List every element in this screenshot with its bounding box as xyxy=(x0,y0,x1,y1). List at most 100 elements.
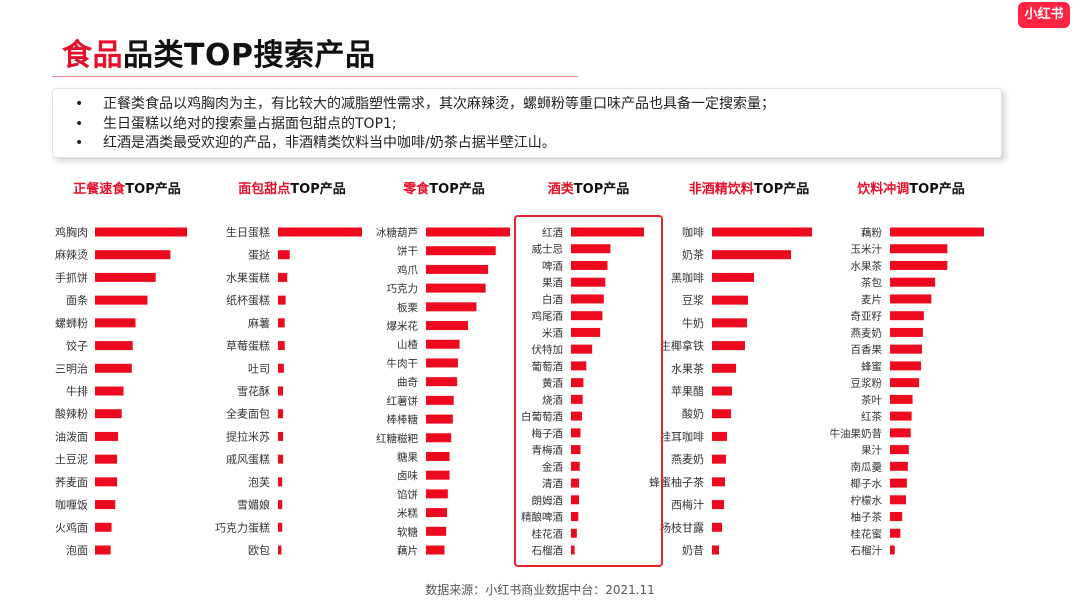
category-label: 黑咖啡 xyxy=(671,270,704,284)
category-label: 油泼面 xyxy=(55,429,88,443)
bar xyxy=(278,545,282,555)
bar xyxy=(571,311,603,321)
category-label: 棒棒糖 xyxy=(387,413,419,426)
bar xyxy=(426,227,510,237)
chart-title-highlight: 非酒精饮料 xyxy=(688,182,754,197)
category-label: 巧克力蛋糕 xyxy=(215,520,270,534)
bar xyxy=(571,227,644,237)
bar xyxy=(890,260,948,270)
bar xyxy=(571,445,581,455)
bar xyxy=(712,272,754,282)
category-label: 红茶 xyxy=(861,410,882,423)
summary-box: 正餐类食品以鸡胸肉为主，有比较大的减脂塑性需求，其次麻辣烫，螺蛳粉等重口味产品也… xyxy=(52,88,1002,158)
bar xyxy=(571,478,580,488)
chart-non-alcoholic: 非酒精饮料TOP产品 咖啡 奶茶 黑咖啡 豆浆 牛奶 生椰拿铁 水果茶 苹果醋 酸奶 挂耳咖啡 燕麦… xyxy=(649,172,836,572)
bar xyxy=(278,431,284,441)
bar xyxy=(712,341,745,351)
bar xyxy=(890,344,922,354)
category-label: 豆浆粉 xyxy=(851,377,883,390)
bar xyxy=(426,358,458,368)
bar xyxy=(890,227,984,237)
bar-chart-svg: 藕粉玉米汁水果茶茶包麦片奇亚籽燕麦奶百香果蜂蜜豆浆粉茶叶红茶牛油果奶昔果汁南瓜羹… xyxy=(830,226,984,557)
bar xyxy=(95,431,118,441)
category-label: 牛排 xyxy=(66,384,88,398)
bar xyxy=(95,386,124,396)
bar xyxy=(712,545,719,555)
category-label: 红酒 xyxy=(542,226,563,239)
bar xyxy=(890,428,911,438)
bar xyxy=(890,361,922,371)
bar xyxy=(571,327,601,337)
bar xyxy=(95,272,156,282)
bar xyxy=(95,295,148,305)
bar xyxy=(95,227,187,237)
category-label: 藕粉 xyxy=(861,226,882,239)
category-label: 茶包 xyxy=(861,276,882,289)
category-label: 水果茶 xyxy=(851,259,883,272)
category-label: 果酒 xyxy=(542,276,563,289)
category-label: 山楂 xyxy=(397,338,418,351)
category-label: 雪花酥 xyxy=(237,385,270,398)
bar xyxy=(571,512,579,522)
category-label: 面条 xyxy=(66,293,88,307)
bar xyxy=(890,461,908,471)
category-label: 牛肉干 xyxy=(387,357,419,370)
category-label: 奶茶 xyxy=(682,248,704,262)
bar xyxy=(426,246,496,256)
category-label: 鸡爪 xyxy=(397,263,418,276)
category-label: 馅饼 xyxy=(397,488,418,501)
category-label: 桂花蜜 xyxy=(851,527,883,540)
bar xyxy=(426,545,445,555)
bar xyxy=(712,295,748,305)
bar xyxy=(890,378,920,388)
category-label: 烧酒 xyxy=(542,393,563,406)
category-label: 火鸡面 xyxy=(55,520,88,534)
category-label: 欧包 xyxy=(248,544,270,557)
category-label: 燕麦奶 xyxy=(671,452,704,466)
bar xyxy=(278,522,283,532)
bar xyxy=(571,294,604,304)
chart-snacks: 零食TOP产品 冰糖葫芦 饼干 鸡爪 巧克力 板栗 爆米花 山楂 牛肉干 曲奇 红薯饼 棒棒糖 红糖糍… xyxy=(370,172,518,572)
bar xyxy=(426,470,450,480)
category-label: 三明治 xyxy=(55,361,88,375)
category-label: 挂耳咖啡 xyxy=(660,429,704,443)
chart-title-suffix: TOP产品 xyxy=(753,182,810,197)
bar-chart-svg: 冰糖葫芦饼干鸡爪巧克力板栗爆米花山楂牛肉干曲奇红薯饼棒棒糖红糖糍粑糖果卤味馅饼米… xyxy=(376,226,510,557)
category-label: 米糕 xyxy=(397,507,418,520)
bar xyxy=(712,500,724,510)
category-label: 果汁 xyxy=(861,444,882,457)
category-label: 麦片 xyxy=(861,293,882,306)
bar xyxy=(712,454,726,464)
category-label: 生椰拿铁 xyxy=(660,339,704,353)
bar xyxy=(278,341,285,351)
category-label: 冰糖葫芦 xyxy=(376,226,418,239)
chart-title-suffix: TOP产品 xyxy=(290,182,346,197)
bar xyxy=(712,477,725,487)
bar xyxy=(571,411,582,421)
bar xyxy=(712,227,812,237)
chart-title-suffix: TOP产品 xyxy=(429,182,485,197)
bar-chart-svg: 生日蛋糕蛋挞水果蛋糕纸杯蛋糕麻薯草莓蛋糕吐司雪花酥全麦面包提拉米苏戚风蛋糕泡芙雪… xyxy=(215,225,362,557)
bar xyxy=(890,411,912,421)
category-label: 百香果 xyxy=(851,344,883,356)
category-label: 茶叶 xyxy=(861,393,882,406)
bar xyxy=(712,431,727,441)
bar xyxy=(278,454,284,464)
category-label: 雪媚娘 xyxy=(237,498,270,512)
bar xyxy=(890,478,907,488)
chart-title: 非酒精饮料TOP产品 xyxy=(662,178,836,197)
category-label: 草莓蛋糕 xyxy=(226,339,270,353)
bar xyxy=(571,394,583,404)
chart-bakery: 面包甜点TOP产品 生日蛋糕 蛋挞 水果蛋糕 纸杯蛋糕 麻薯 草莓蛋糕 吐司 雪花酥 全麦面包提… xyxy=(210,172,374,572)
bar xyxy=(426,433,452,443)
category-label: 杨枝甘露 xyxy=(660,520,704,534)
category-label: 水果蛋糕 xyxy=(226,270,270,284)
bar xyxy=(426,321,468,331)
chart-title-suffix: TOP产品 xyxy=(125,182,181,197)
bar xyxy=(278,409,284,419)
category-label: 石榴汁 xyxy=(851,544,883,557)
category-label: 牛油果奶昔 xyxy=(830,427,883,440)
category-label: 全麦面包 xyxy=(226,407,270,421)
bar xyxy=(95,409,122,419)
category-label: 红薯饼 xyxy=(387,394,419,407)
